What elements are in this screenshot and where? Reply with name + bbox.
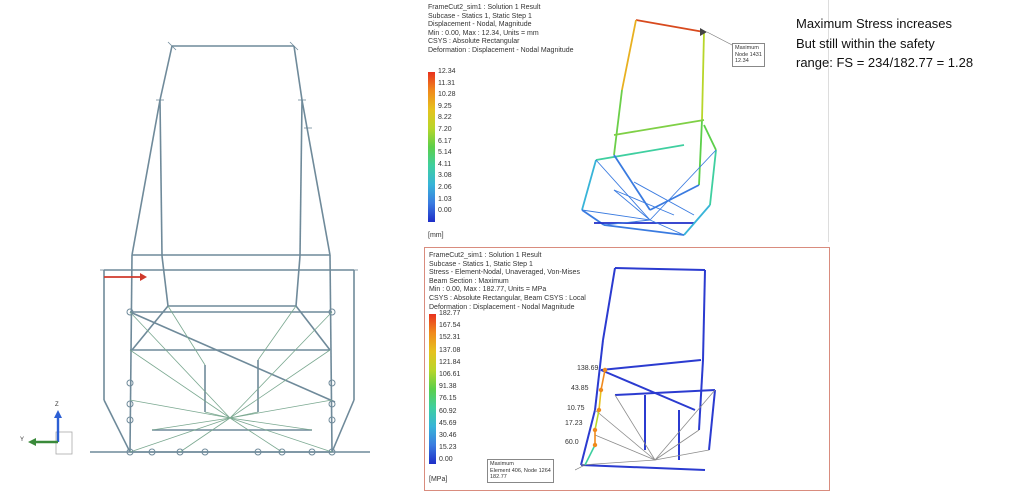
legend-tick-label: 91.38 [439,383,457,391]
legend-tick-label: 9.25 [438,102,452,110]
header-line: CSYS : Absolute Rectangular [428,38,520,46]
callout-line: Maximum [735,45,759,51]
header-line: Subcase - Statics 1, Static Step 1 [428,12,532,20]
header-line: FrameCut2_sim1 : Solution 1 Result [429,252,542,259]
legend-tick-label: 3.08 [438,172,452,180]
header-line: Deformation : Displacement - Nodal Magni… [428,46,574,54]
header-line: Displacement - Nodal, Magnitude [428,21,532,29]
displacement-color-legend [428,72,435,222]
stress-deformed-frame [575,267,716,471]
point-label: 138.69 [577,365,599,372]
note-line: Maximum Stress increases [796,16,953,31]
callout-line: Element 406, Node 1264 [490,467,551,474]
stress-unit: [MPa] [429,476,448,483]
z-axis-label: Z [55,402,59,408]
frame-model-view[interactable]: Z Y [0,0,420,494]
legend-tick-label: 5.14 [438,149,452,157]
callout-line: 182.77 [490,474,507,480]
legend-tick-label: 7.20 [438,126,452,133]
legend-tick-label: 106.61 [439,371,461,378]
point-label: 60.0 [565,439,579,446]
displacement-header: FrameCut2_sim1 : Solution 1 Result Subca… [428,4,574,56]
legend-tick-label: 152.31 [439,334,461,342]
header-line: Min : 0.00, Max : 12.34, Units = mm [428,29,539,37]
legend-tick-label: 182.77 [439,310,461,317]
header-line: Deformation : Displacement - Nodal Magni… [429,303,575,311]
point-label: 10.75 [567,405,585,412]
displacement-result-panel[interactable]: FrameCut2_sim1 : Solution 1 Result Subca… [424,0,829,242]
max-displacement-callout: Maximum Node 1431 12.34 [732,43,765,67]
legend-tick-label: 1.03 [438,195,452,203]
legend-tick-label: 60.92 [439,407,457,415]
max-stress-callout: Maximum Element 406, Node 1264 182.77 [487,459,554,483]
header-line: Stress - Element-Nodal, Unaveraged, Von-… [429,269,580,277]
legend-tick-label: 10.28 [438,91,456,99]
note-line: range: FS = 234/182.77 = 1.28 [796,55,974,70]
coordinate-triad [28,410,73,455]
legend-tick-label: 11.31 [438,79,455,87]
legend-tick-label: 76.15 [439,395,457,403]
header-line: Min : 0.00, Max : 182.77, Units = MPa [429,286,547,294]
legend-tick-label: 12.34 [438,68,456,75]
header-line: Subcase - Statics 1, Static Step 1 [429,260,533,268]
legend-tick-label: 0.00 [439,456,453,464]
frame-wireframe [90,41,370,456]
legend-tick-label: 4.11 [438,160,452,168]
legend-tick-label: 137.08 [439,346,461,354]
header-line: Beam Section : Maximum [429,277,509,285]
callout-line: Maximum [490,461,514,467]
stress-result-panel[interactable]: FrameCut2_sim1 : Solution 1 Result Subca… [424,247,830,491]
legend-tick-label: 121.84 [439,358,461,366]
note-line: But still within the safety [796,35,935,51]
header-line: CSYS : Absolute Rectangular, Beam CSYS :… [429,294,586,302]
legend-tick-label: 0.00 [438,207,452,215]
legend-tick-label: 2.06 [438,184,452,191]
callout-line: 12.34 [735,58,749,64]
stress-color-legend [429,314,436,464]
point-label: 43.85 [571,385,589,392]
legend-tick-label: 45.69 [439,419,457,427]
stress-note: Maximum Stress increases But still withi… [796,14,973,73]
legend-tick-label: 6.17 [438,137,452,145]
stress-header: FrameCut2_sim1 : Solution 1 Result Subca… [429,252,586,312]
legend-tick-label: 30.46 [439,432,457,439]
y-axis-label: Y [20,437,25,443]
header-line: FrameCut2_sim1 : Solution 1 Result [428,4,541,11]
legend-tick-label: 167.54 [439,322,461,330]
legend-tick-label: 15.23 [439,444,457,452]
point-label: 17.23 [565,420,583,427]
legend-tick-label: 8.22 [438,114,452,122]
displacement-deformed-frame [581,19,734,236]
displacement-unit: [mm] [428,232,444,239]
callout-line: Node 1431 [735,51,762,58]
